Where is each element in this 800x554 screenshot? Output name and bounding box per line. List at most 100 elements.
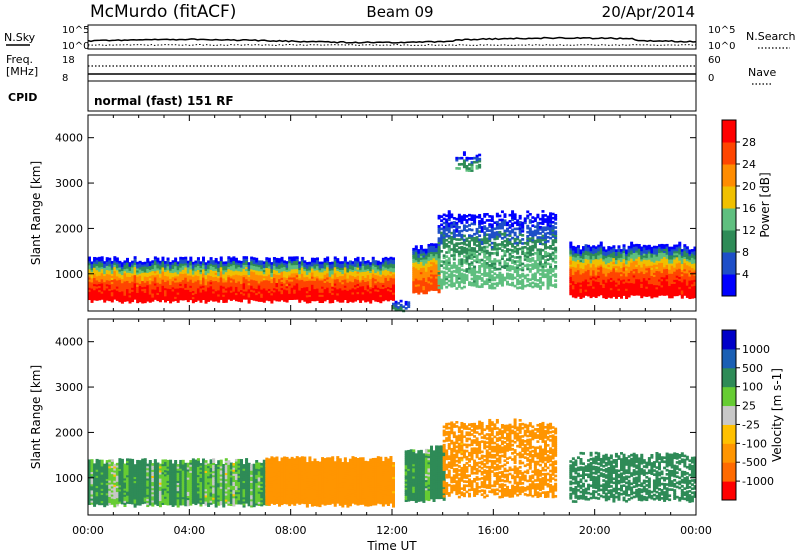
power-cell	[632, 274, 636, 278]
power-cell	[554, 238, 558, 242]
power-cell	[214, 296, 218, 300]
power-cell	[131, 272, 135, 276]
power-cell	[260, 260, 264, 264]
power-cell	[103, 299, 107, 303]
power-cell	[533, 276, 537, 280]
power-cell	[88, 289, 91, 292]
power-cell	[191, 298, 195, 302]
power-cell	[551, 247, 555, 251]
power-cell	[503, 260, 507, 263]
power-cell	[589, 275, 593, 278]
power-cell	[490, 233, 494, 237]
power-cell	[655, 286, 659, 290]
power-cell	[336, 266, 340, 269]
power-cell	[579, 296, 583, 299]
power-cell	[574, 260, 578, 264]
power-cell	[308, 261, 312, 265]
power-cell	[199, 263, 203, 267]
power-cell	[138, 266, 142, 270]
power-cell	[384, 291, 388, 295]
power-cell	[156, 294, 160, 298]
power-cell	[366, 284, 370, 288]
power-cell	[318, 284, 322, 287]
power-cell	[234, 261, 238, 265]
power-cell	[488, 274, 492, 277]
power-cell	[262, 281, 266, 285]
power-cell	[146, 268, 150, 271]
power-cell	[457, 277, 461, 280]
power-cell	[126, 294, 129, 298]
power-cell	[503, 231, 507, 235]
power-cell	[419, 261, 423, 265]
power-cell	[196, 283, 200, 287]
power-cell	[108, 294, 112, 298]
power-cell	[260, 297, 264, 300]
power-cell	[635, 250, 639, 253]
power-cell	[257, 274, 261, 278]
power-cell	[442, 274, 446, 278]
power-cell	[376, 287, 380, 290]
power-cell	[310, 269, 314, 273]
power-cell	[455, 234, 459, 237]
power-cell	[381, 278, 385, 281]
power-cell	[523, 219, 527, 223]
power-cell	[462, 281, 466, 285]
power-cell	[465, 268, 469, 271]
power-cell	[612, 249, 616, 252]
power-cell	[430, 253, 433, 257]
power-cell	[120, 286, 124, 290]
power-cell	[278, 264, 281, 267]
power-cell	[652, 292, 656, 296]
power-cell	[470, 222, 474, 226]
power-cell	[161, 279, 165, 282]
power-cell	[506, 262, 509, 266]
power-cell	[642, 273, 646, 277]
power-cell	[579, 249, 583, 253]
power-cell	[280, 273, 284, 276]
power-cell	[164, 297, 167, 301]
power-cell	[645, 269, 649, 273]
power-cell	[546, 254, 550, 257]
power-cell	[326, 262, 330, 266]
power-cell	[419, 249, 423, 252]
noise-right-label: N.Search	[746, 30, 796, 43]
power-cell	[594, 289, 598, 292]
power-cell	[622, 264, 626, 268]
power-cell	[272, 273, 276, 277]
power-cell	[430, 245, 433, 248]
power-cell	[614, 257, 618, 261]
power-cell	[295, 284, 299, 288]
power-cell	[252, 267, 256, 271]
power-cell	[554, 230, 558, 233]
power-cell	[412, 272, 416, 276]
power-cell	[260, 268, 264, 272]
power-cell	[305, 300, 309, 304]
power-cell	[508, 213, 512, 217]
power-cell	[549, 222, 553, 226]
power-cell	[288, 278, 292, 282]
power-cell	[594, 295, 598, 298]
power-cell	[303, 288, 307, 292]
power-cell	[217, 271, 221, 275]
power-cell	[169, 272, 173, 275]
power-cell	[255, 294, 259, 298]
power-cell	[513, 248, 517, 251]
power-cell	[98, 291, 102, 295]
power-cell	[194, 276, 198, 280]
power-cell	[538, 240, 542, 243]
power-cell	[148, 279, 152, 283]
power-cell	[457, 230, 461, 233]
power-cell	[95, 298, 99, 301]
power-cell	[336, 268, 340, 271]
power-cell	[498, 224, 502, 228]
power-cell	[359, 279, 363, 283]
power-cell	[457, 262, 461, 266]
power-cell	[473, 273, 477, 277]
power-cell	[371, 277, 375, 280]
power-cell	[526, 239, 530, 242]
power-cell	[255, 272, 259, 275]
power-cell	[300, 269, 304, 272]
power-cell	[427, 276, 431, 280]
power-cell	[318, 273, 322, 277]
power-cell	[354, 278, 357, 282]
